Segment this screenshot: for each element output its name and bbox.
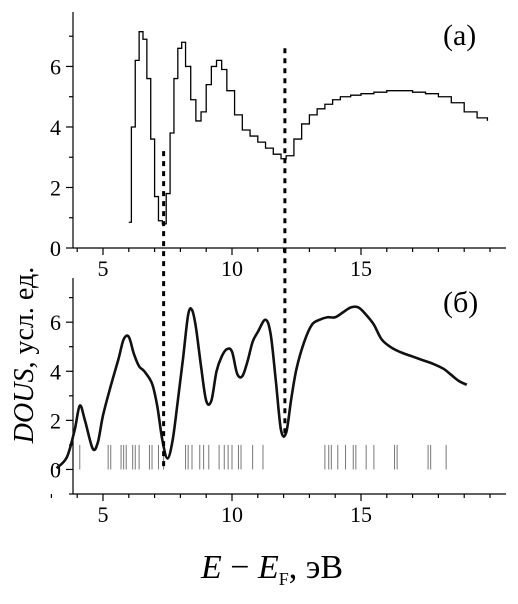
panel-b-label: (б) [443, 286, 478, 319]
panel-b-y-tick-label: 2 [50, 408, 61, 433]
x-axis-label-ef: E [257, 549, 279, 586]
x-axis-label-unit: , эВ [289, 549, 343, 586]
panel-b-y-tick-label: 4 [50, 359, 61, 384]
panel-a-x-tick-label: 10 [221, 256, 243, 281]
y-axis-label-units: , усл. ед. [9, 267, 40, 369]
panel-a-label: (а) [443, 19, 476, 52]
panel-a: 5 10 15 0 2 4 6 (а) [50, 12, 506, 281]
y-axis-label-italic: DOUS [9, 369, 40, 445]
x-axis-label-sub: F [279, 569, 289, 589]
panel-a-x-tick-label: 15 [350, 256, 372, 281]
panel-a-y-tick-label: 6 [50, 54, 61, 79]
panel-a-series-0-line [128, 31, 489, 225]
x-axis-label: E − EF, эВ [200, 549, 343, 589]
panel-a-y-tick-label: 0 [50, 236, 61, 261]
panel-a-x-tick-label: 5 [98, 256, 109, 281]
panel-b: 5 10 15 0 2 4 6 (б) [50, 278, 506, 527]
x-axis-label-e: E [200, 549, 222, 586]
panel-a-y-tick-label: 2 [50, 175, 61, 200]
x-axis-label-minus: − [222, 549, 258, 586]
panel-b-y-tick-label: 0 [50, 457, 61, 482]
panel-b-series-0-line [55, 305, 468, 470]
panel-b-x-tick-label: 15 [350, 502, 372, 527]
panel-b-x-tick-label: 5 [98, 502, 109, 527]
panel-b-y-tick-label: 6 [50, 310, 61, 335]
panel-a-y-tick-label: 4 [50, 115, 61, 140]
y-axis-label: DOUS, усл. ед. [9, 267, 40, 444]
panel-b-x-tick-label: 10 [221, 502, 243, 527]
